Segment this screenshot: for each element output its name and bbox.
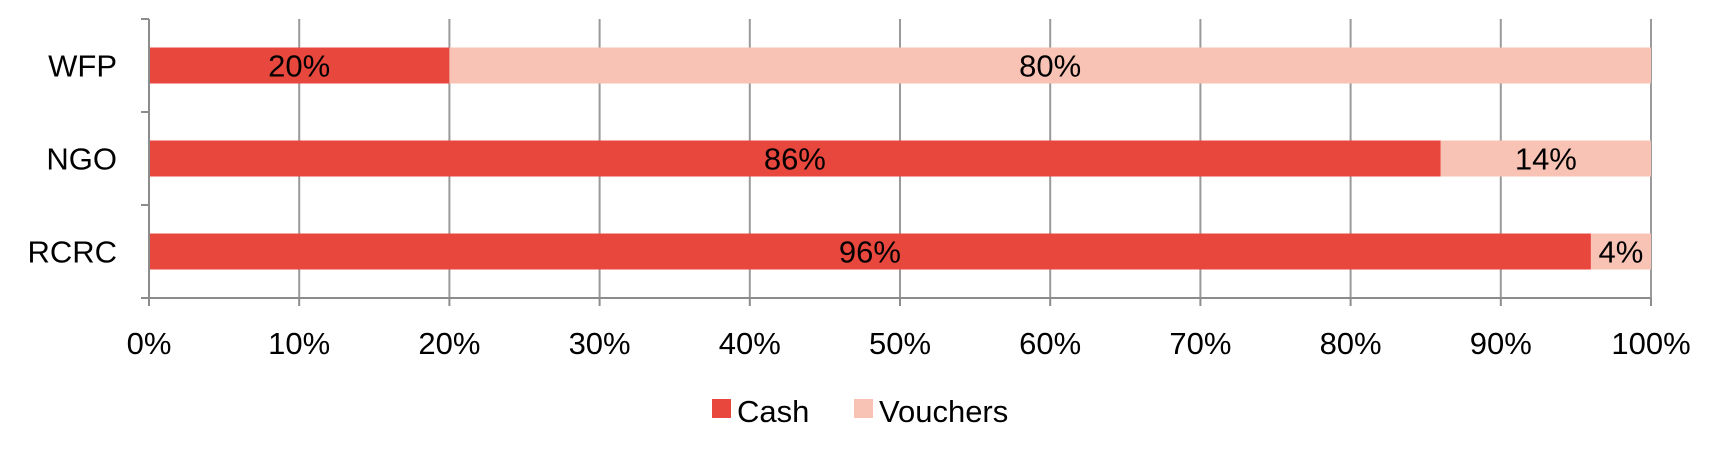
x-tick-label: 20% [418, 326, 480, 361]
axes: 0% 10% 20% 30% 40% 50% 60% 70% 80% 90% 100% WFP NGO R… [27, 18, 1691, 361]
x-tick-label: 70% [1169, 326, 1231, 361]
bars [149, 47, 1651, 270]
x-tick-label: 90% [1470, 326, 1532, 361]
bar-vouchers-wfp [449, 47, 1651, 84]
data-label: 4% [1599, 235, 1644, 270]
data-label: 86% [764, 142, 826, 177]
x-tick-label: 30% [569, 326, 631, 361]
bar-cash-ngo [149, 140, 1441, 177]
legend-swatch-cash [712, 399, 731, 418]
category-label: NGO [46, 142, 117, 177]
bar-vouchers-ngo [1440, 140, 1651, 177]
x-tick-label: 80% [1320, 326, 1382, 361]
bar-cash-rcrc [149, 233, 1591, 270]
data-label: 20% [268, 49, 330, 84]
data-label: 14% [1515, 142, 1577, 177]
data-label: 80% [1019, 49, 1081, 84]
x-tick-label: 50% [869, 326, 931, 361]
bar-cash-wfp [149, 47, 450, 84]
legend: Cash Vouchers [712, 394, 1008, 429]
x-tick-label: 40% [719, 326, 781, 361]
x-tick-label: 10% [268, 326, 330, 361]
category-label: RCRC [27, 235, 117, 270]
legend-label-cash: Cash [737, 394, 809, 429]
data-labels: 20% 80% 86% 14% 96% 4% [268, 49, 1643, 270]
x-tick-label: 0% [127, 326, 172, 361]
legend-swatch-vouchers [854, 399, 873, 418]
bar-vouchers-rcrc [1590, 233, 1651, 270]
x-tick-label: 60% [1019, 326, 1081, 361]
data-label: 96% [839, 235, 901, 270]
category-label: WFP [48, 49, 117, 84]
x-tick-label: 100% [1611, 326, 1690, 361]
legend-label-vouchers: Vouchers [879, 394, 1008, 429]
